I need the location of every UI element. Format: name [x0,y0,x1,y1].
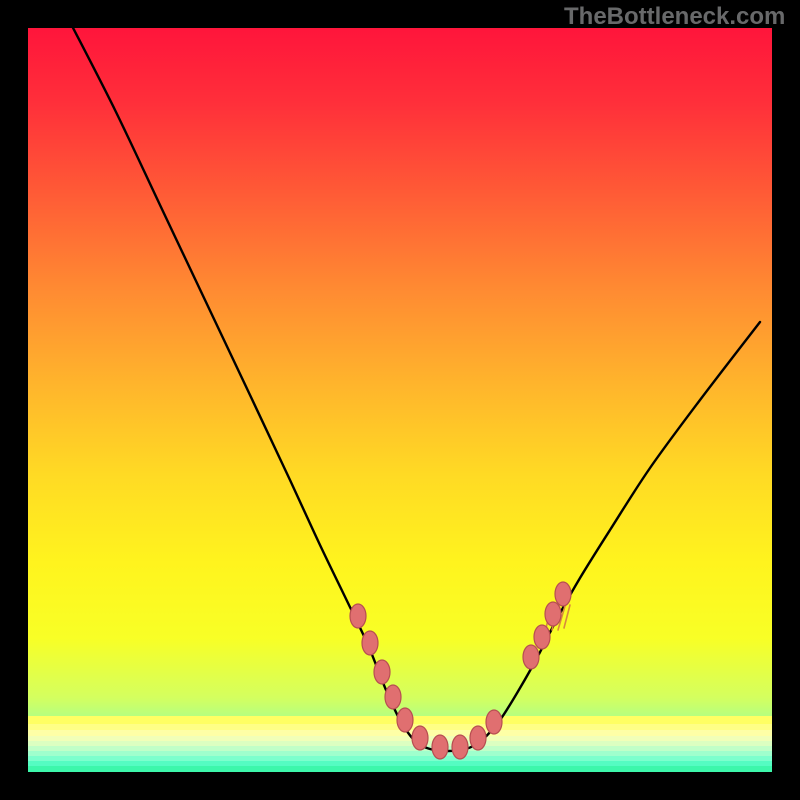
curve-marker [452,735,468,759]
bottom-stripe [28,756,772,761]
curve-marker [545,602,561,626]
bottom-stripe [28,761,772,766]
curve-marker [397,708,413,732]
v-curve-chart [0,0,800,800]
bottom-stripe [28,751,772,756]
curve-marker [350,604,366,628]
bottom-stripe [28,766,772,772]
curve-marker [523,645,539,669]
bottom-stripe [28,746,772,751]
curve-marker [412,726,428,750]
curve-marker [374,660,390,684]
bottom-stripe [28,736,772,741]
gradient-background [28,28,772,772]
curve-marker [555,582,571,606]
curve-marker [470,726,486,750]
bottom-stripe [28,741,772,746]
curve-marker [486,710,502,734]
watermark-text: TheBottleneck.com [564,3,785,31]
curve-marker [385,685,401,709]
curve-marker [362,631,378,655]
curve-marker [432,735,448,759]
bottom-stripe [28,730,772,736]
curve-marker [534,625,550,649]
